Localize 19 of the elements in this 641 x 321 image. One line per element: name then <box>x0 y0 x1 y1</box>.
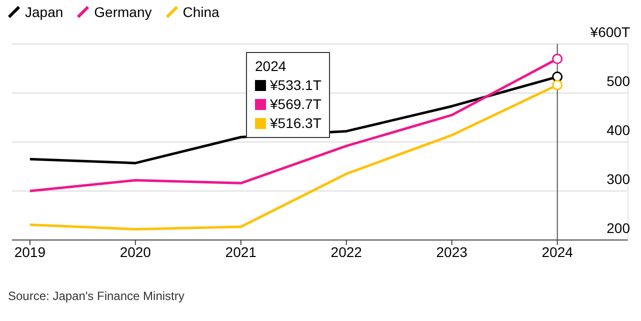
legend-label: Japan <box>24 4 64 20</box>
legend-label: Germany <box>93 4 152 20</box>
annotation: ¥533.1T <box>270 76 322 95</box>
annotation: ¥516.3T <box>270 114 322 133</box>
y-tick-label: ¥600T <box>589 24 630 40</box>
annotation: 2024 <box>255 57 288 76</box>
x-tick-label: 2021 <box>225 244 257 260</box>
legend-label: China <box>182 4 220 20</box>
y-tick-label: 200 <box>606 220 630 236</box>
x-tick-label: 2023 <box>436 244 468 260</box>
y-tick-label: 300 <box>606 171 630 187</box>
x-tick-label: 2020 <box>120 244 152 260</box>
source-note: Source: Japan's Finance Ministry <box>8 289 184 303</box>
annotation: ¥569.7T <box>270 95 322 114</box>
x-tick-label: 2022 <box>330 244 362 260</box>
y-tick-label: 500 <box>606 73 630 89</box>
x-tick-label: 2019 <box>14 244 46 260</box>
x-tick-label: 2024 <box>542 244 574 260</box>
y-tick-label: 400 <box>606 122 630 138</box>
